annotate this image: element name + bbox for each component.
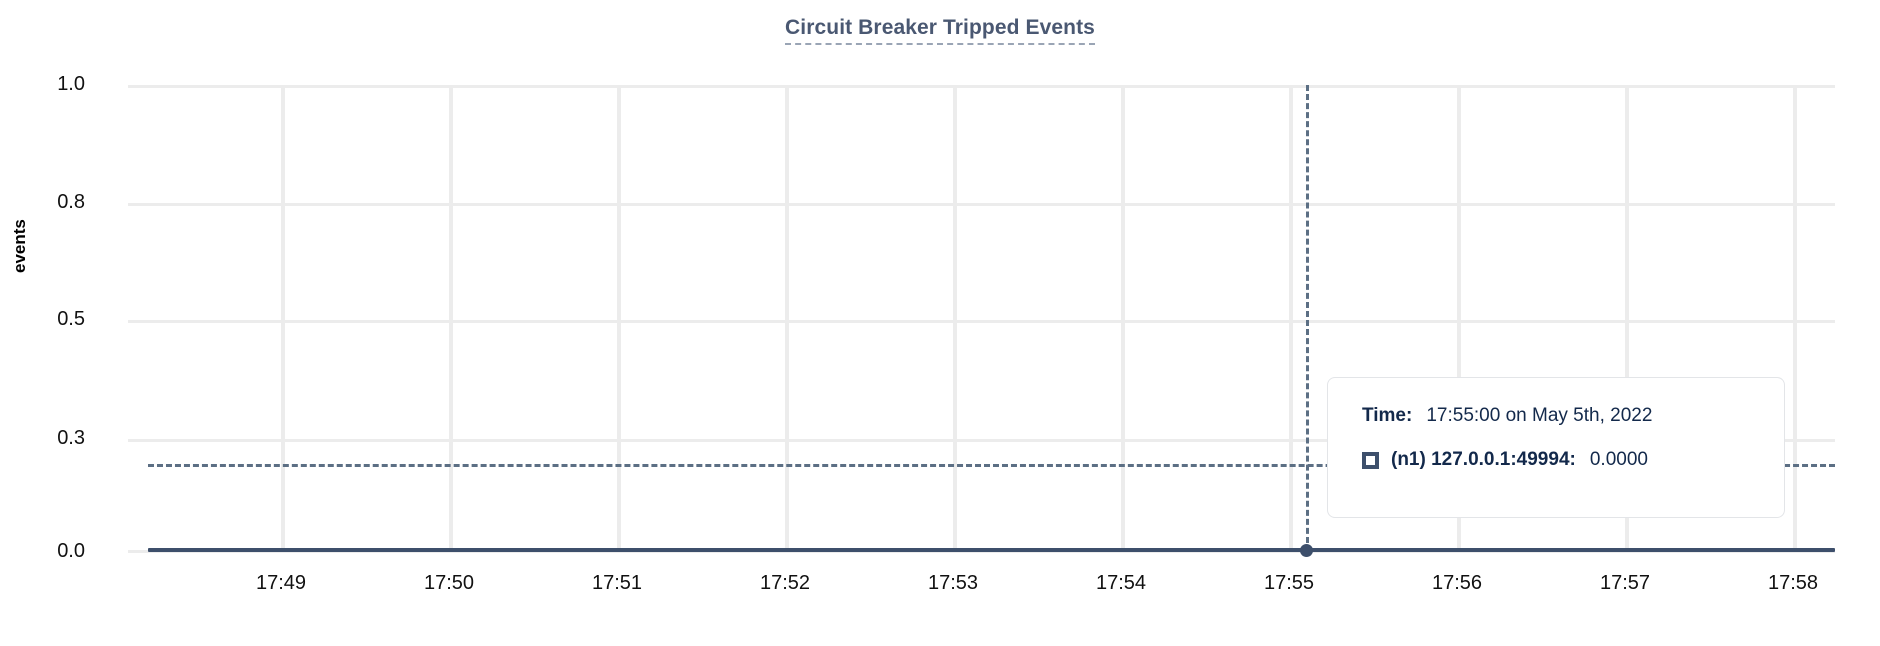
x-tick-label-5: 17:53 (927, 572, 979, 594)
x-tick-label-7: 17:55 (1263, 572, 1315, 594)
crosshair-vertical-line (1306, 85, 1309, 552)
gridline-vertical (785, 85, 789, 552)
gridline-horizontal (128, 439, 1835, 442)
x-tick-label-1: 17:49 (255, 572, 307, 594)
chart-title: Circuit Breaker Tripped Events (0, 15, 1880, 45)
gridline-vertical (617, 85, 621, 552)
plot-area[interactable] (128, 85, 1835, 557)
series-data-point[interactable] (1300, 544, 1313, 557)
y-tick-label-2: 0.8 (57, 191, 85, 213)
gridline-vertical (1625, 85, 1629, 552)
gridline-vertical (1793, 85, 1797, 552)
y-tick-label-5: 0.0 (57, 540, 85, 562)
x-tick-label-2: 17:50 (423, 572, 475, 594)
x-tick-label-4: 17:52 (759, 572, 811, 594)
x-tick-label-3: 17:51 (591, 572, 643, 594)
x-tick-label-8: 17:56 (1431, 572, 1483, 594)
tooltip-time-label: Time: (1362, 405, 1413, 426)
gridline-vertical (1121, 85, 1125, 552)
gridline-vertical (449, 85, 453, 552)
gridline-horizontal (128, 85, 1835, 88)
tooltip-series-label: (n1) 127.0.0.1:49994: (1391, 449, 1576, 470)
gridline-vertical (953, 85, 957, 552)
chart-tooltip: Time: 17:55:00 on May 5th, 2022 (n1) 127… (1327, 377, 1785, 518)
y-axis-title: events (10, 219, 29, 273)
x-tick-label-10: 17:58 (1767, 572, 1819, 594)
tooltip-time-value: 17:55:00 on May 5th, 2022 (1426, 405, 1653, 426)
chart-title-text: Circuit Breaker Tripped Events (785, 16, 1095, 45)
gridline-vertical (1289, 85, 1293, 552)
x-tick-label-6: 17:54 (1095, 572, 1147, 594)
gridline-horizontal (128, 203, 1835, 206)
gridline-horizontal (128, 320, 1835, 323)
series-color-swatch-icon (1362, 451, 1379, 469)
gridline-vertical (281, 85, 285, 552)
gridline-vertical (1457, 85, 1461, 552)
tooltip-time-row: Time: 17:55:00 on May 5th, 2022 (1362, 402, 1750, 430)
tooltip-series-row: (n1) 127.0.0.1:49994: 0.0000 (1362, 446, 1750, 474)
y-tick-label-4: 0.3 (57, 427, 85, 449)
threshold-line (148, 464, 1835, 467)
y-tick-label-1: 1.0 (57, 73, 85, 95)
x-tick-label-9: 17:57 (1599, 572, 1651, 594)
y-tick-label-3: 0.5 (57, 308, 85, 330)
series-line-n1 (148, 548, 1835, 552)
tooltip-series-value: 0.0000 (1589, 449, 1648, 470)
